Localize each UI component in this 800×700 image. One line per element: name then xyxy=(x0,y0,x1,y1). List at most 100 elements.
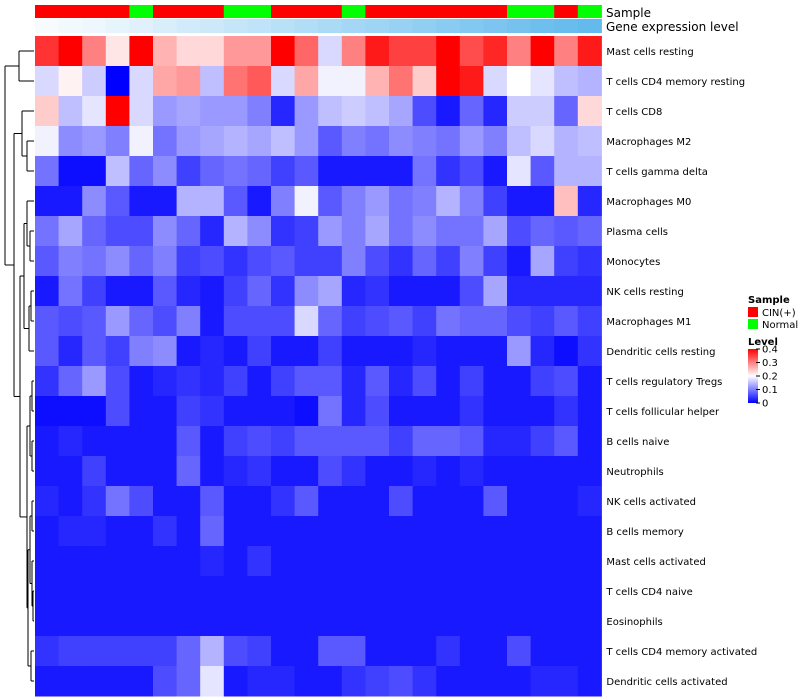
heatmap-cell xyxy=(153,306,178,337)
heatmap-cell xyxy=(176,576,201,607)
heatmap-cell xyxy=(153,216,178,247)
row-label: B cells naive xyxy=(606,437,669,448)
heatmap-cell xyxy=(436,126,461,157)
heatmap-cell xyxy=(341,246,366,277)
heatmap-cell xyxy=(82,426,107,457)
heatmap-cell xyxy=(530,366,555,397)
row-label: T cells CD4 memory activated xyxy=(605,647,757,658)
heatmap-cell xyxy=(577,276,602,307)
row-label: Mast cells resting xyxy=(606,47,693,58)
heatmap-cell xyxy=(577,126,602,157)
heatmap-cell xyxy=(176,456,201,487)
heatmap-cell xyxy=(389,246,414,277)
heatmap-cell xyxy=(530,396,555,427)
row-label: Dendritic cells activated xyxy=(606,677,727,688)
heatmap-cell xyxy=(200,426,225,457)
gene-expression-annotation-cell xyxy=(223,19,248,33)
heatmap-cell xyxy=(153,126,178,157)
heatmap-cell xyxy=(271,576,296,607)
heatmap-cell xyxy=(105,366,130,397)
sample-annotation-cell xyxy=(58,5,83,18)
heatmap-cell xyxy=(271,636,296,667)
gene-expression-annotation-cell xyxy=(271,19,296,33)
heatmap-cell xyxy=(129,336,154,367)
heatmap-cell xyxy=(507,156,532,187)
heatmap-cell xyxy=(318,156,343,187)
heatmap-cell xyxy=(412,66,437,97)
heatmap-cell xyxy=(483,456,508,487)
heatmap-cell xyxy=(554,606,579,637)
heatmap-cell xyxy=(58,576,83,607)
heatmap-cell xyxy=(341,36,366,67)
heatmap-cell xyxy=(200,636,225,667)
heatmap-cell xyxy=(58,156,83,187)
heatmap-cell xyxy=(577,576,602,607)
heatmap-cell xyxy=(105,396,130,427)
gene-expression-annotation-cell xyxy=(341,19,366,33)
sample-annotation-cell xyxy=(436,5,461,18)
heatmap-cell xyxy=(35,306,60,337)
heatmap-cell xyxy=(176,666,201,697)
heatmap-cell xyxy=(200,96,225,127)
heatmap-cell xyxy=(58,186,83,217)
heatmap-cell xyxy=(35,546,60,577)
heatmap-cell xyxy=(412,636,437,667)
sample-annotation-cell xyxy=(483,5,508,18)
sample-annotation-cell xyxy=(129,5,154,18)
gene-expression-annotation-cell xyxy=(82,19,107,33)
heatmap-cell xyxy=(247,156,272,187)
heatmap-cell xyxy=(483,126,508,157)
heatmap-cell xyxy=(389,426,414,457)
gene-expression-track-label: Gene expression level xyxy=(606,20,739,34)
heatmap-cell xyxy=(223,426,248,457)
heatmap-cell xyxy=(507,36,532,67)
heatmap-cell xyxy=(129,366,154,397)
heatmap-cell xyxy=(58,636,83,667)
heatmap-cell xyxy=(530,36,555,67)
heatmap-cell xyxy=(577,156,602,187)
heatmap-cell xyxy=(483,246,508,277)
heatmap-cell xyxy=(507,96,532,127)
heatmap-cell xyxy=(530,636,555,667)
heatmap-cell xyxy=(436,96,461,127)
heatmap-cell xyxy=(459,126,484,157)
heatmap-cell xyxy=(459,666,484,697)
gene-expression-annotation-cell xyxy=(200,19,225,33)
heatmap-cell xyxy=(483,306,508,337)
heatmap-cell xyxy=(318,666,343,697)
heatmap-cell xyxy=(200,606,225,637)
heatmap-cell xyxy=(389,126,414,157)
heatmap-cell xyxy=(58,216,83,247)
gene-expression-annotation-cell xyxy=(436,19,461,33)
legend-swatch-normal xyxy=(748,319,758,329)
heatmap-cell xyxy=(82,216,107,247)
heatmap-cell xyxy=(58,456,83,487)
heatmap-cells xyxy=(35,36,602,697)
gene-expression-annotation-cell xyxy=(35,19,60,33)
heatmap-cell xyxy=(530,276,555,307)
heatmap-cell xyxy=(341,366,366,397)
heatmap-cell xyxy=(105,576,130,607)
heatmap-cell xyxy=(577,306,602,337)
heatmap-cell xyxy=(153,96,178,127)
heatmap-cell xyxy=(412,156,437,187)
heatmap-cell xyxy=(271,666,296,697)
heatmap-cell xyxy=(436,636,461,667)
legend-swatch-cin xyxy=(748,307,758,317)
heatmap-cell xyxy=(389,306,414,337)
heatmap-cell xyxy=(530,246,555,277)
heatmap-cell xyxy=(223,66,248,97)
heatmap-cell xyxy=(35,216,60,247)
heatmap-cell xyxy=(223,186,248,217)
heatmap-cell xyxy=(577,396,602,427)
sample-annotation-cell xyxy=(365,5,390,18)
heatmap-cell xyxy=(271,456,296,487)
heatmap-cell xyxy=(365,576,390,607)
heatmap-cell xyxy=(200,186,225,217)
heatmap-cell xyxy=(176,96,201,127)
heatmap-cell xyxy=(412,396,437,427)
heatmap-cell xyxy=(176,426,201,457)
heatmap-cell xyxy=(530,456,555,487)
heatmap-cell xyxy=(341,336,366,367)
heatmap-cell xyxy=(35,396,60,427)
